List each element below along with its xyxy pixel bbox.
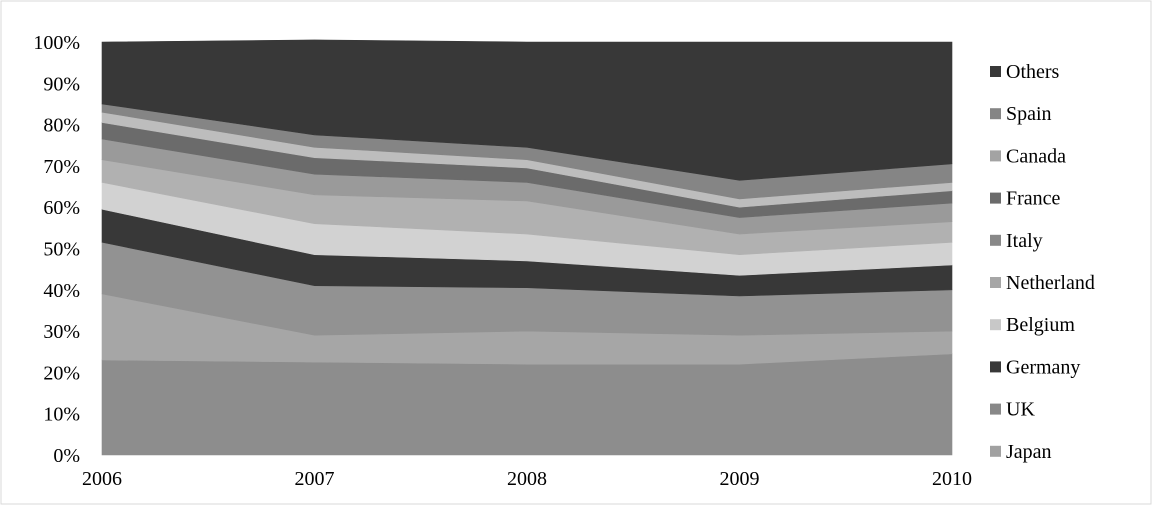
legend-label: Japan (1006, 441, 1052, 463)
legend-label: Belgium (1006, 314, 1075, 336)
area-japan (101, 353, 953, 456)
legend-item-italy: Italy (990, 230, 1043, 252)
x-tick-label: 2009 (720, 468, 760, 490)
legend-label: Netherland (1006, 272, 1095, 294)
legend-item-netherland: Netherland (990, 272, 1095, 294)
x-tick-label: 2010 (932, 468, 972, 490)
areas-layer (101, 39, 953, 456)
legend-label: Canada (1006, 145, 1066, 167)
x-tick-label: 2007 (295, 468, 335, 490)
legend: Others Spain Canada France Italy Netherland Be… (990, 61, 1095, 463)
legend-swatch (990, 403, 1001, 415)
legend-swatch (990, 445, 1001, 457)
area-top (101, 39, 953, 181)
legend-label: Italy (1006, 230, 1043, 252)
legend-swatch (990, 66, 1001, 77)
y-tick-label: 60% (43, 197, 80, 219)
x-tick-label: 2006 (82, 468, 122, 490)
legend-swatch (990, 277, 1001, 288)
legend-item-spain: Spain (990, 103, 1052, 125)
legend-swatch (990, 319, 1001, 331)
legend-item-germany: Germany (990, 356, 1080, 378)
y-tick-label: 30% (43, 321, 80, 343)
legend-label: Germany (1006, 356, 1080, 378)
legend-item-france: France (990, 188, 1061, 210)
y-tick-label: 20% (43, 362, 80, 384)
y-axis: 0% 10% 20% 30% 40% 50% 60% 70% 80% 90% 100% (33, 32, 80, 467)
y-tick-label: 40% (43, 280, 80, 302)
legend-item-belgium: Belgium (990, 314, 1075, 336)
y-tick-label: 10% (43, 404, 80, 426)
legend-item-canada: Canada (990, 145, 1066, 167)
y-tick-label: 50% (43, 239, 80, 261)
y-tick-label: 0% (53, 445, 80, 467)
legend-label: Others (1006, 61, 1060, 83)
legend-label: France (1006, 188, 1061, 210)
legend-item-japan: Japan (990, 441, 1052, 463)
legend-item-others: Others (990, 61, 1060, 83)
legend-swatch (990, 361, 1001, 373)
legend-item-uk: UK (990, 399, 1035, 421)
legend-swatch (990, 192, 1001, 204)
y-tick-label: 90% (43, 73, 80, 95)
y-tick-label: 100% (33, 32, 80, 54)
legend-swatch (990, 150, 1001, 162)
legend-swatch (990, 108, 1001, 120)
legend-swatch (990, 234, 1001, 246)
y-tick-label: 70% (43, 156, 80, 178)
legend-label: Spain (1006, 103, 1052, 125)
legend-label: UK (1006, 399, 1035, 421)
x-axis: 2006 2007 2008 2009 2010 (82, 468, 972, 490)
y-tick-label: 80% (43, 115, 80, 137)
x-tick-label: 2008 (507, 468, 547, 490)
